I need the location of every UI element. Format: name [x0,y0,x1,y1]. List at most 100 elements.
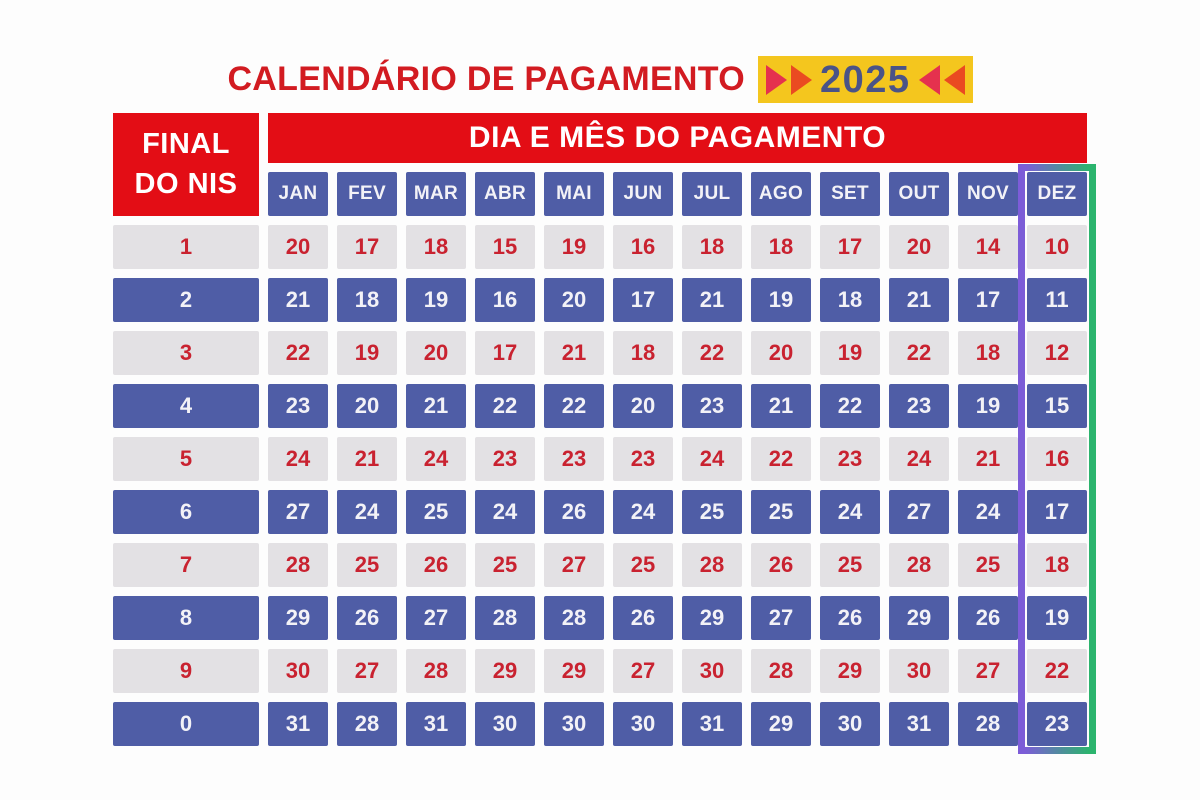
payment-day-cell: 29 [682,596,742,640]
payment-day-cell: 24 [406,437,466,481]
payment-day-cell: 26 [958,596,1018,640]
payment-day-cell: 20 [268,225,328,269]
payment-day-cell: 27 [406,596,466,640]
payment-day-cell: 26 [820,596,880,640]
payment-day-cell: 18 [751,225,811,269]
payment-day-cell: 28 [544,596,604,640]
payment-day-cell: 23 [544,437,604,481]
payment-day-cell: 21 [337,437,397,481]
payment-day-cell: 30 [268,649,328,693]
payment-day-cell: 20 [751,331,811,375]
payment-day-cell: 18 [337,278,397,322]
payment-day-cell: 29 [544,649,604,693]
month-header-cell: JUL [682,172,742,216]
payment-day-cell: 15 [475,225,535,269]
payment-day-cell: 25 [337,543,397,587]
nis-digit-cell: 9 [113,649,259,693]
payment-day-cell: 19 [820,331,880,375]
payment-day-cell: 20 [337,384,397,428]
nis-digit-cell: 6 [113,490,259,534]
payment-day-cell: 20 [406,331,466,375]
payment-day-cell: 24 [682,437,742,481]
year-badge: 2025 [758,56,973,103]
payment-day-cell: 26 [751,543,811,587]
payment-day-cell: 20 [544,278,604,322]
payment-day-cell: 26 [337,596,397,640]
month-header-cell: JUN [613,172,673,216]
payment-day-cell: 30 [544,702,604,746]
payment-day-cell: 18 [958,331,1018,375]
payment-calendar-table: FINAL DO NIS DIA E MÊS DO PAGAMENTO JAN F… [113,113,1096,754]
payment-day-cell: 11 [1027,278,1087,322]
payment-day-cell: 21 [889,278,949,322]
payment-day-cell: 26 [406,543,466,587]
payment-day-cell: 21 [544,331,604,375]
nis-digit-cell: 3 [113,331,259,375]
payment-day-cell: 18 [682,225,742,269]
nis-digit-cell: 8 [113,596,259,640]
payment-day-cell: 23 [475,437,535,481]
payment-day-cell: 26 [613,596,673,640]
payment-day-cell: 19 [406,278,466,322]
payment-day-cell: 22 [889,331,949,375]
payment-day-cell: 23 [268,384,328,428]
payment-day-cell: 27 [337,649,397,693]
payment-day-cell: 17 [475,331,535,375]
payment-day-cell: 27 [613,649,673,693]
payment-day-cell: 28 [751,649,811,693]
payment-day-cell: 18 [1027,543,1087,587]
nis-digit-cell: 7 [113,543,259,587]
nis-digit-cell: 5 [113,437,259,481]
payment-day-cell: 20 [613,384,673,428]
payment-day-cell: 25 [475,543,535,587]
payment-day-cell: 30 [820,702,880,746]
corner-header: FINAL DO NIS [113,113,259,216]
month-header-cell: SET [820,172,880,216]
payment-day-cell: 25 [751,490,811,534]
payment-day-cell: 16 [475,278,535,322]
payment-day-cell: 24 [337,490,397,534]
payment-day-cell: 22 [820,384,880,428]
payment-day-cell: 25 [406,490,466,534]
payment-day-cell: 17 [1027,490,1087,534]
payment-day-cell: 22 [682,331,742,375]
payment-day-cell: 31 [682,702,742,746]
payment-day-cell: 17 [820,225,880,269]
payment-day-cell: 20 [889,225,949,269]
payment-day-cell: 16 [613,225,673,269]
payment-day-cell: 23 [613,437,673,481]
payment-day-cell: 30 [682,649,742,693]
month-header-cell: NOV [958,172,1018,216]
month-header-cell: FEV [337,172,397,216]
nis-digit-cell: 2 [113,278,259,322]
payment-day-cell: 18 [820,278,880,322]
column-group-header: DIA E MÊS DO PAGAMENTO [268,113,1087,163]
month-header-cell: JAN [268,172,328,216]
payment-day-cell: 22 [751,437,811,481]
payment-day-cell: 19 [337,331,397,375]
payment-day-cell: 31 [406,702,466,746]
payment-day-cell: 19 [544,225,604,269]
payment-day-cell: 18 [406,225,466,269]
payment-day-cell: 28 [889,543,949,587]
payment-day-cell: 28 [682,543,742,587]
payment-day-cell: 29 [820,649,880,693]
page-title-row: CALENDÁRIO DE PAGAMENTO 2025 [0,56,1200,103]
payment-day-cell: 28 [958,702,1018,746]
month-header-cell: AGO [751,172,811,216]
payment-day-cell: 23 [682,384,742,428]
payment-day-cell: 24 [889,437,949,481]
year-label: 2025 [820,58,911,101]
payment-day-cell: 26 [544,490,604,534]
payment-day-cell: 27 [889,490,949,534]
payment-day-cell: 27 [268,490,328,534]
nis-digit-cell: 0 [113,702,259,746]
payment-day-cell: 21 [406,384,466,428]
payment-day-cell: 14 [958,225,1018,269]
payment-day-cell: 22 [1027,649,1087,693]
month-header-cell: OUT [889,172,949,216]
payment-day-cell: 28 [268,543,328,587]
payment-day-cell: 10 [1027,225,1087,269]
payment-day-cell: 17 [337,225,397,269]
payment-day-cell: 29 [268,596,328,640]
